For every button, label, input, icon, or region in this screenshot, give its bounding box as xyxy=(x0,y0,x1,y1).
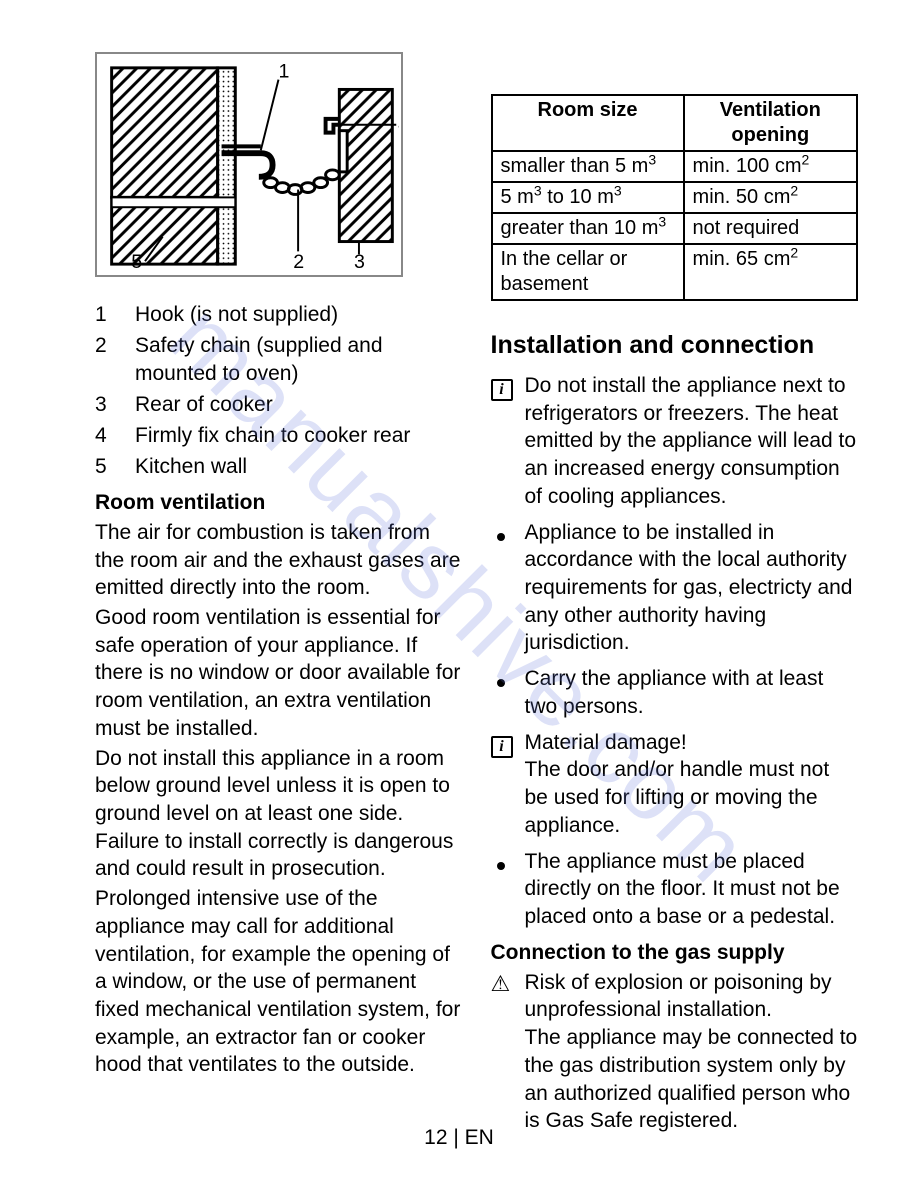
info-icon: i xyxy=(491,729,525,840)
item-text: The appliance must be placed directly on… xyxy=(525,848,859,931)
table-header: Ventilation opening xyxy=(684,95,857,151)
legend-number: 3 xyxy=(95,391,135,418)
legend-text: Safety chain (supplied and mounted to ov… xyxy=(135,332,463,387)
legend-number: 5 xyxy=(95,453,135,480)
item-text: Material damage! The door and/or handle … xyxy=(525,729,859,840)
table-row: 5 m3 to 10 m3 min. 50 cm2 xyxy=(492,182,858,213)
table-cell: not required xyxy=(684,213,857,244)
item-text: Risk of explosion or poisoning by unprof… xyxy=(525,969,859,1135)
ventilation-table: Room size Ventilation opening smaller th… xyxy=(491,94,859,301)
table-header-row: Room size Ventilation opening xyxy=(492,95,858,151)
table-cell: smaller than 5 m3 xyxy=(492,151,684,182)
legend-text: Hook (is not supplied) xyxy=(135,301,463,328)
room-ventilation-heading: Room ventilation xyxy=(95,491,463,515)
bullet-icon xyxy=(491,848,525,931)
legend-item: 2 Safety chain (supplied and mounted to … xyxy=(95,332,463,387)
table-row: smaller than 5 m3 min. 100 cm2 xyxy=(492,151,858,182)
diagram-label-4: 4 xyxy=(398,114,399,136)
legend-text: Rear of cooker xyxy=(135,391,463,418)
warning-icon: ⚠ xyxy=(491,969,525,1135)
legend-item: 4 Firmly fix chain to cooker rear xyxy=(95,422,463,449)
legend-number: 4 xyxy=(95,422,135,449)
warning-item: ⚠ Risk of explosion or poisoning by unpr… xyxy=(491,969,859,1135)
item-text: Carry the appliance with at least two pe… xyxy=(525,665,859,720)
safety-chain-diagram: 1 2 3 4 5 xyxy=(95,52,403,277)
diagram-svg: 1 2 3 4 5 xyxy=(103,60,399,271)
page-footer: 12 | EN xyxy=(0,1126,918,1150)
legend-item: 3 Rear of cooker xyxy=(95,391,463,418)
diagram-label-3: 3 xyxy=(354,251,365,271)
gas-connection-heading: Connection to the gas supply xyxy=(491,941,859,965)
table-header: Room size xyxy=(492,95,684,151)
diagram-label-5: 5 xyxy=(131,251,142,271)
paragraph: Good room ventilation is essential for s… xyxy=(95,604,463,743)
legend-text: Kitchen wall xyxy=(135,453,463,480)
table-cell: In the cellar or basement xyxy=(492,244,684,300)
right-column: Room size Ventilation opening smaller th… xyxy=(491,52,859,1143)
bullet-item: The appliance must be placed directly on… xyxy=(491,848,859,931)
legend-item: 5 Kitchen wall xyxy=(95,453,463,480)
installation-heading: Installation and connection xyxy=(491,331,859,360)
info-icon: i xyxy=(491,372,525,511)
paragraph: Do not install this appliance in a room … xyxy=(95,745,463,884)
item-text: Do not install the appliance next to ref… xyxy=(525,372,859,511)
table-row: In the cellar or basement min. 65 cm2 xyxy=(492,244,858,300)
paragraph: Prolonged intensive use of the appliance… xyxy=(95,885,463,1079)
left-column: 1 2 3 4 5 1 Hook (is not supplied) 2 Saf… xyxy=(95,52,463,1143)
legend-text: Firmly fix chain to cooker rear xyxy=(135,422,463,449)
legend-list: 1 Hook (is not supplied) 2 Safety chain … xyxy=(95,301,463,481)
paragraph: The air for combustion is taken from the… xyxy=(95,519,463,602)
table-cell: min. 65 cm2 xyxy=(684,244,857,300)
table-row: greater than 10 m3 not required xyxy=(492,213,858,244)
diagram-label-2: 2 xyxy=(293,251,304,271)
diagram-label-1: 1 xyxy=(278,61,289,83)
bullet-icon xyxy=(491,665,525,720)
bullet-item: Appliance to be installed in accordance … xyxy=(491,519,859,658)
item-text: Appliance to be installed in accordance … xyxy=(525,519,859,658)
info-item: i Do not install the appliance next to r… xyxy=(491,372,859,511)
info-item: i Material damage! The door and/or handl… xyxy=(491,729,859,840)
table-cell: greater than 10 m3 xyxy=(492,213,684,244)
legend-number: 2 xyxy=(95,332,135,387)
bullet-item: Carry the appliance with at least two pe… xyxy=(491,665,859,720)
legend-number: 1 xyxy=(95,301,135,328)
legend-item: 1 Hook (is not supplied) xyxy=(95,301,463,328)
table-cell: 5 m3 to 10 m3 xyxy=(492,182,684,213)
table-cell: min. 50 cm2 xyxy=(684,182,857,213)
table-cell: min. 100 cm2 xyxy=(684,151,857,182)
two-column-layout: 1 2 3 4 5 1 Hook (is not supplied) 2 Saf… xyxy=(95,52,858,1143)
bullet-icon xyxy=(491,519,525,658)
